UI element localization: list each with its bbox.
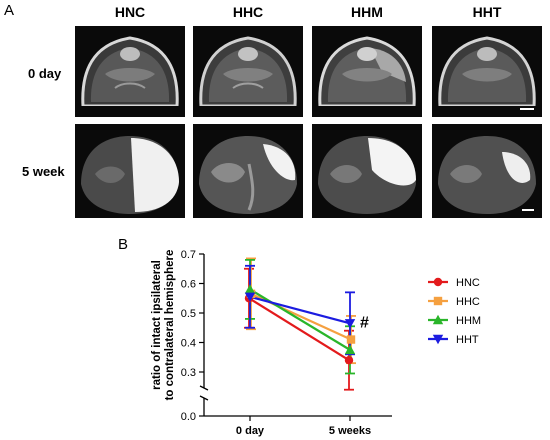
column-header-hnc: HNC	[114, 4, 146, 20]
series-line-hhm	[249, 288, 351, 351]
axis-break-mark	[199, 395, 209, 401]
legend-marker-hnc	[433, 277, 443, 287]
y-tick-label: 0.0	[181, 411, 196, 423]
legend-label-hhm: HHM	[456, 315, 481, 327]
y-axis-label: ratio of intact ipsilateralto contralate…	[151, 250, 176, 401]
data-point-hhm	[344, 344, 356, 355]
chart-axes	[199, 254, 392, 417]
data-point-hhm	[244, 284, 256, 294]
panel-a-letter: A	[4, 2, 15, 19]
axis-break-mark	[199, 385, 209, 391]
y-tick-label: 0.4	[181, 338, 196, 350]
mri-image-hnc-5-week	[75, 124, 185, 218]
data-point-hht	[244, 292, 256, 302]
column-header-hht: HHT	[472, 4, 502, 20]
series-line-hnc	[248, 297, 350, 362]
legend-label-hnc: HNC	[456, 277, 480, 289]
x-tick-label: 0 day	[236, 425, 265, 437]
row-label-5-week: 5 week	[22, 164, 65, 179]
panel-b-letter: B	[118, 236, 129, 253]
legend-marker-hhm	[432, 314, 444, 325]
data-point-hnc	[344, 356, 354, 365]
line-chart: 0.0 0.3 0.4 0.5 0.6 0.7 0 day 5 weeks ratio of …	[151, 249, 481, 437]
mri-image-hnc-0-day	[75, 26, 185, 117]
y-tick-label: 0.3	[181, 367, 196, 379]
mri-image-hhm-5-week	[312, 124, 422, 218]
legend-marker-hhc	[433, 296, 443, 306]
mri-image-hhc-5-week	[193, 124, 303, 218]
column-header-hhc: HHC	[232, 4, 264, 20]
y-tick-label: 0.5	[181, 308, 196, 320]
y-tick-label: 0.7	[181, 249, 196, 261]
legend-label-hht: HHT	[456, 334, 479, 346]
legend-marker-hht	[432, 334, 444, 345]
significance-mark: #	[360, 314, 369, 331]
mri-image-hhm-0-day	[312, 26, 422, 117]
row-label-0-day: 0 day	[28, 66, 62, 81]
y-tick-label: 0.6	[181, 279, 196, 291]
data-point-hhc	[346, 335, 356, 344]
series-line-hht	[249, 295, 351, 325]
x-tick-label: 5 weeks	[329, 425, 371, 437]
mri-image-hht-0-day	[432, 26, 542, 117]
mri-image-hht-5-week	[432, 124, 542, 218]
mri-image-hhc-0-day	[193, 26, 303, 117]
column-header-hhm: HHM	[351, 4, 383, 20]
legend-label-hhc: HHC	[456, 296, 480, 308]
data-point-hht	[344, 319, 356, 329]
chart-legend: HNC HHC HHM HHT	[428, 277, 481, 346]
